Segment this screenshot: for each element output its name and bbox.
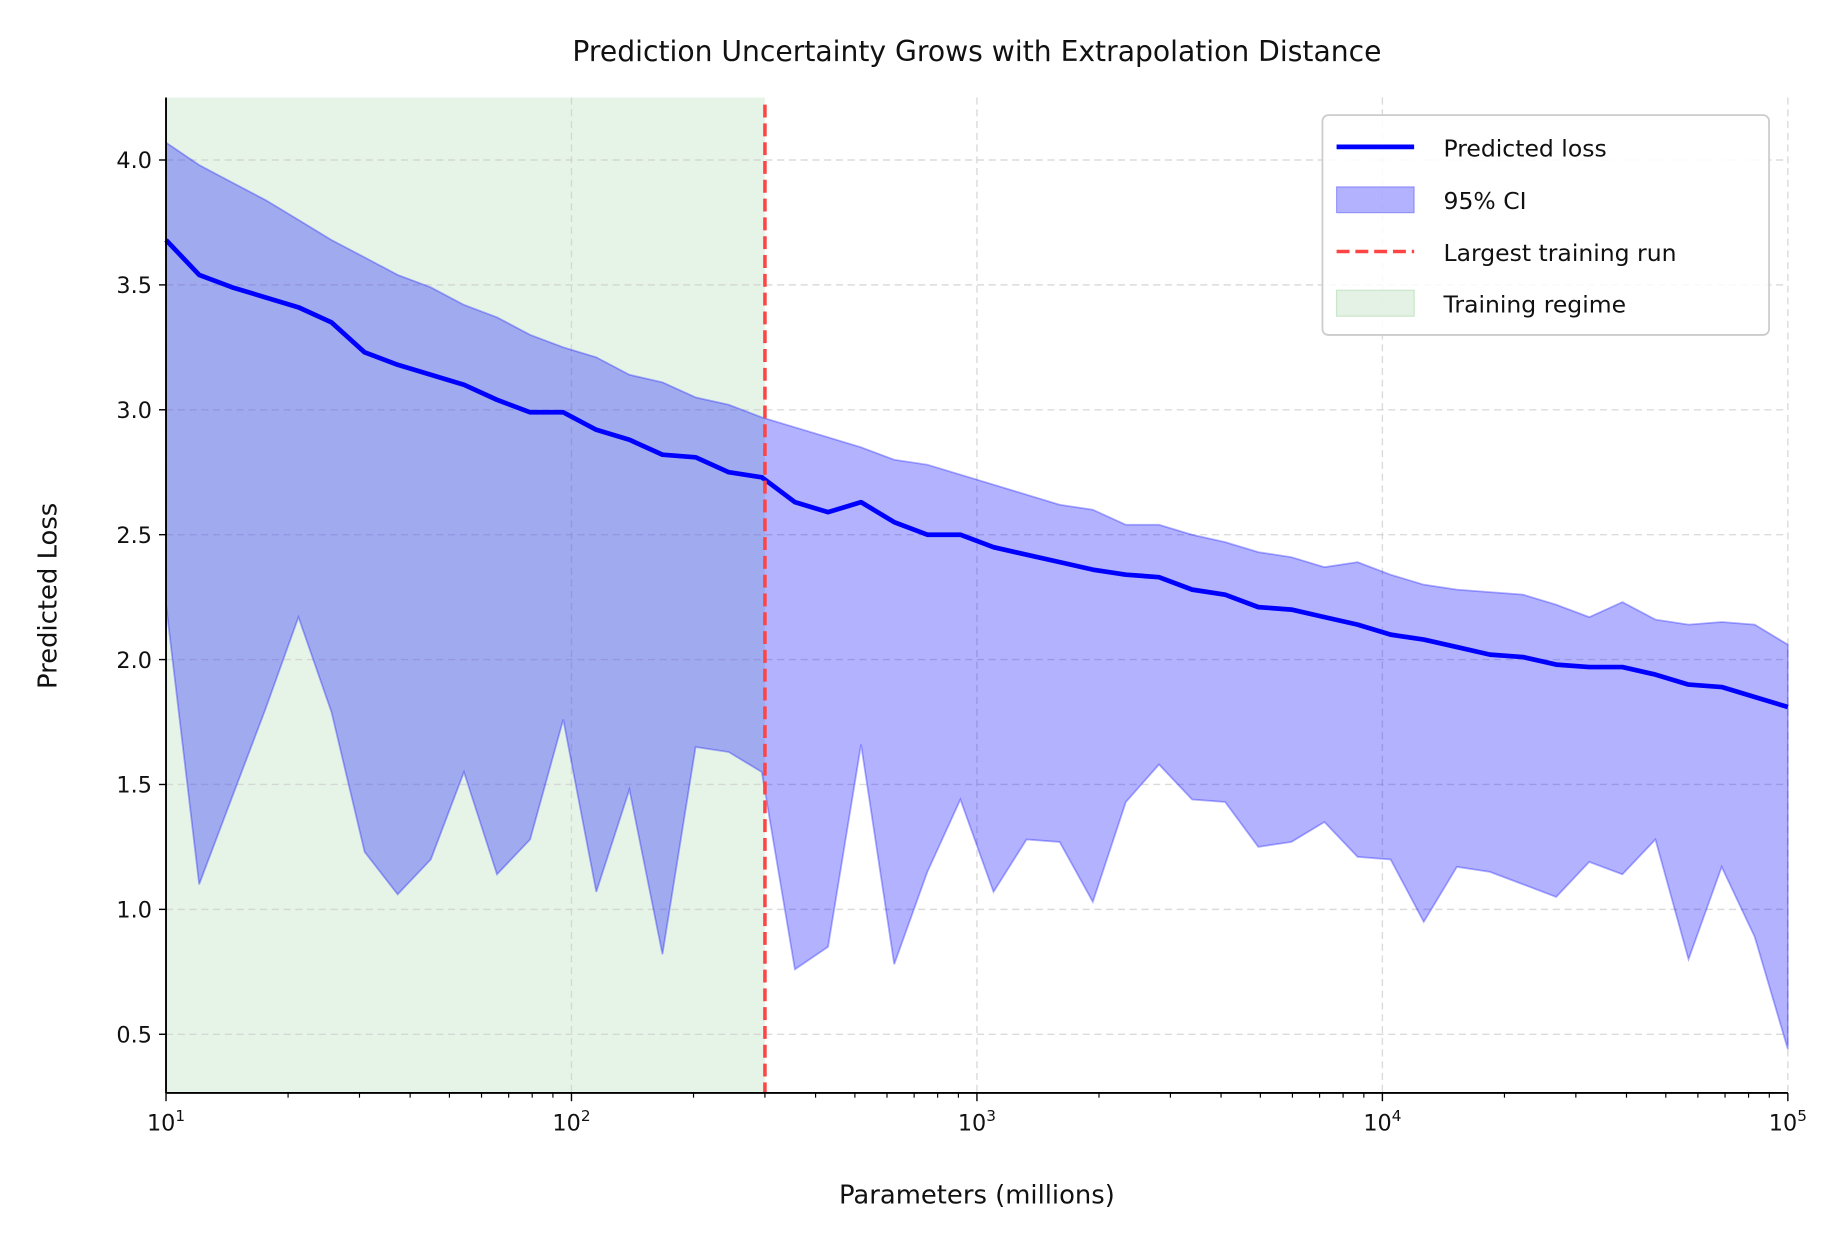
legend-label: Training regime — [1443, 291, 1627, 319]
y-tick-label: 3.0 — [116, 398, 151, 424]
x-tick-label: 103 — [958, 1107, 996, 1136]
x-tick-label: 105 — [1769, 1107, 1807, 1136]
legend-label: Predicted loss — [1444, 134, 1607, 162]
predicted-loss-line — [164, 238, 1789, 710]
x-tick-label: 101 — [147, 1107, 185, 1136]
y-tick-label: 0.5 — [116, 1022, 151, 1048]
training-regime-span — [166, 97, 765, 1093]
legend: Predicted loss 95% CI Largest training r… — [1321, 114, 1770, 336]
legend-swatch-span — [1335, 289, 1415, 317]
y-tick-label: 1.5 — [116, 773, 151, 799]
axes: 0.5 1.0 1.5 2.0 2.5 3.0 3.5 4.0 101 102 103 104 105 — [116, 97, 1807, 1137]
legend-swatch-ci — [1335, 186, 1415, 214]
legend-label: 95% CI — [1444, 187, 1527, 215]
legend-label: Largest training run — [1444, 239, 1677, 267]
y-tick-label: 3.5 — [116, 273, 151, 299]
y-tick-label: 4.0 — [116, 148, 151, 174]
x-tick-label: 102 — [552, 1107, 590, 1136]
y-axis-label: Predicted Loss — [34, 503, 64, 689]
chart-title: Prediction Uncertainty Grows with Extrap… — [572, 35, 1381, 68]
y-tick-label: 1.0 — [116, 898, 151, 924]
confidence-band — [165, 140, 1789, 1050]
x-axis-label: Parameters (millions) — [839, 1180, 1115, 1210]
x-tick-label: 104 — [1363, 1107, 1401, 1136]
grid — [165, 97, 1789, 1093]
y-tick-label: 2.5 — [116, 523, 151, 549]
y-tick-label: 2.0 — [116, 648, 151, 674]
